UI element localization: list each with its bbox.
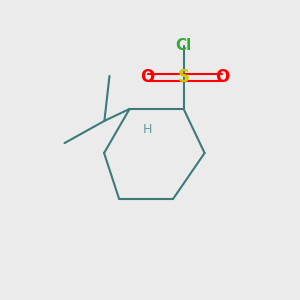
Text: O: O [140, 68, 155, 86]
Text: Cl: Cl [176, 38, 192, 53]
Text: S: S [178, 68, 190, 86]
Text: O: O [215, 68, 229, 86]
Text: H: H [142, 122, 152, 136]
